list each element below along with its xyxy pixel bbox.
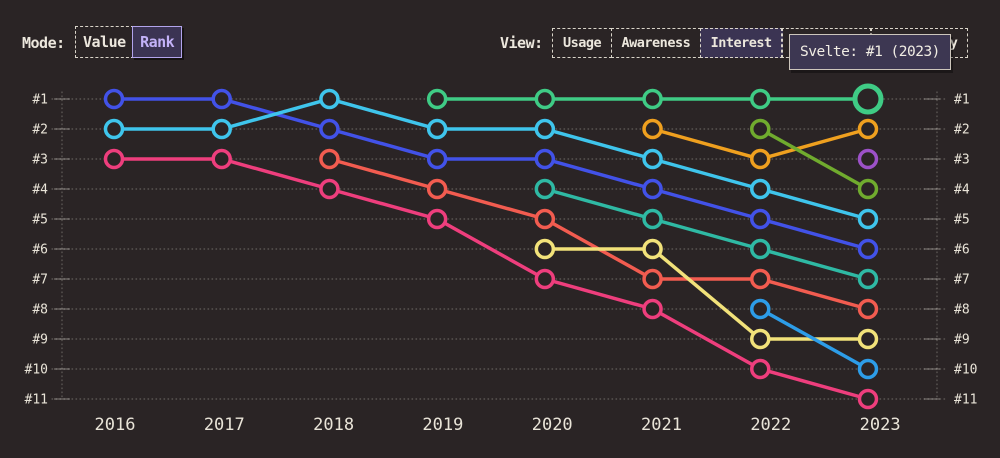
y-axis-label-left: #5 [32, 213, 48, 228]
data-point-pink-2017[interactable] [211, 148, 232, 170]
data-point-blue-2018[interactable] [319, 118, 340, 140]
data-point-pink-2016[interactable] [103, 148, 125, 170]
data-point-pink-2022[interactable] [750, 358, 771, 380]
data-point-salmon-2020[interactable] [534, 208, 556, 230]
mode-option-value[interactable]: Value [75, 26, 134, 58]
x-axis-label: 2020 [532, 415, 573, 435]
data-point-orange-2022[interactable] [750, 148, 771, 170]
y-axis-label-left: #9 [32, 333, 48, 348]
series-line-sky [758, 307, 870, 371]
y-axis-label-left: #1 [32, 93, 48, 108]
data-point-cyan-2020[interactable] [534, 118, 556, 140]
data-point-cyan-2016[interactable] [103, 118, 125, 140]
data-point-blue-2021[interactable] [642, 178, 663, 200]
series-line-pink [112, 157, 870, 401]
y-axis-label-right: #6 [954, 243, 970, 258]
y-axis-label-left: #11 [25, 393, 48, 408]
highlighted-data-point-Svelte-2023[interactable] [852, 83, 884, 115]
data-point-teal-2020[interactable] [534, 178, 556, 200]
point-tooltip: Svelte: #1 (2023) [789, 34, 951, 70]
y-axis-label-right: #9 [954, 333, 970, 348]
data-point-orange-2021[interactable] [642, 118, 663, 140]
data-point-Svelte-2020[interactable] [534, 88, 556, 110]
data-point-Svelte-2022[interactable] [750, 88, 771, 110]
data-point-yellow-2023[interactable] [857, 328, 879, 350]
y-axis-label-right: #7 [954, 273, 970, 288]
data-point-pink-2021[interactable] [642, 298, 663, 320]
y-axis-label-left: #3 [32, 153, 48, 168]
data-point-teal-2023[interactable] [857, 268, 879, 290]
data-point-yellow-2022[interactable] [750, 328, 771, 350]
y-axis-label-left: #10 [25, 363, 48, 378]
series-line-teal [543, 187, 870, 281]
data-point-sky-2022[interactable] [750, 298, 771, 320]
data-point-cyan-2018[interactable] [319, 88, 340, 110]
data-point-Svelte-2021[interactable] [642, 88, 663, 110]
y-axis-label-right: #10 [954, 363, 977, 378]
mode-option-rank[interactable]: Rank [132, 26, 183, 58]
data-point-purple-2023[interactable] [857, 148, 879, 170]
data-point-salmon-2022[interactable] [750, 268, 771, 290]
x-axis-label: 2017 [204, 415, 245, 435]
y-axis-label-right: #3 [954, 153, 970, 168]
data-point-pink-2023[interactable] [857, 388, 879, 410]
data-point-orange-2023[interactable] [857, 118, 879, 140]
data-point-cyan-2017[interactable] [211, 118, 232, 140]
mode-label: Mode: [22, 34, 65, 52]
mode-toggle-group: Value Rank [75, 26, 183, 58]
data-point-yellow-2021[interactable] [642, 238, 663, 260]
data-point-blue-2022[interactable] [750, 208, 771, 230]
view-label: View: [500, 34, 543, 52]
data-point-sky-2023[interactable] [857, 358, 879, 380]
y-axis-label-left: #8 [32, 303, 48, 318]
y-axis-label-left: #7 [32, 273, 48, 288]
x-axis-label: 2018 [313, 415, 354, 435]
data-point-yellow-2020[interactable] [534, 238, 556, 260]
data-point-blue-2020[interactable] [534, 148, 556, 170]
y-axis-label-right: #11 [954, 393, 977, 408]
data-point-cyan-2019[interactable] [426, 118, 448, 140]
x-axis-label: 2022 [750, 415, 791, 435]
series-line-cyan [112, 97, 870, 221]
view-option-usage[interactable]: Usage [552, 28, 613, 58]
y-axis-label-right: #1 [954, 93, 970, 108]
data-point-salmon-2019[interactable] [426, 178, 448, 200]
data-point-salmon-2018[interactable] [319, 148, 340, 170]
x-axis-label: 2021 [641, 415, 682, 435]
data-point-blue-2017[interactable] [211, 88, 232, 110]
y-axis-label-left: #6 [32, 243, 48, 258]
data-point-teal-2022[interactable] [750, 238, 771, 260]
data-point-salmon-2021[interactable] [642, 268, 663, 290]
series-line-blue [112, 97, 870, 251]
data-point-pink-2020[interactable] [534, 268, 556, 290]
data-point-pink-2019[interactable] [426, 208, 448, 230]
data-point-salmon-2023[interactable] [857, 298, 879, 320]
x-axis-label: 2023 [860, 415, 901, 435]
view-option-interest[interactable]: Interest [699, 28, 783, 58]
x-axis-label: 2016 [95, 415, 136, 435]
series-line-salmon [327, 157, 870, 311]
y-axis-label-left: #2 [32, 123, 48, 138]
data-point-teal-2021[interactable] [642, 208, 663, 230]
data-point-blue-2019[interactable] [426, 148, 448, 170]
data-point-cyan-2023[interactable] [857, 208, 879, 230]
data-point-lime-2023[interactable] [857, 178, 879, 200]
x-axis-label: 2019 [422, 415, 463, 435]
view-option-awareness[interactable]: Awareness [610, 28, 702, 58]
y-axis-label-right: #8 [954, 303, 970, 318]
y-axis-label-right: #5 [954, 213, 970, 228]
y-axis-label-right: #2 [954, 123, 970, 138]
data-point-cyan-2021[interactable] [642, 148, 663, 170]
series-line-lime [758, 127, 870, 191]
data-point-blue-2023[interactable] [857, 238, 879, 260]
data-point-Svelte-2019[interactable] [426, 88, 448, 110]
data-point-blue-2016[interactable] [103, 88, 125, 110]
y-axis-label-left: #4 [32, 183, 48, 198]
data-point-cyan-2022[interactable] [750, 178, 771, 200]
data-point-pink-2018[interactable] [319, 178, 340, 200]
data-point-lime-2022[interactable] [750, 118, 771, 140]
y-axis-label-right: #4 [954, 183, 970, 198]
